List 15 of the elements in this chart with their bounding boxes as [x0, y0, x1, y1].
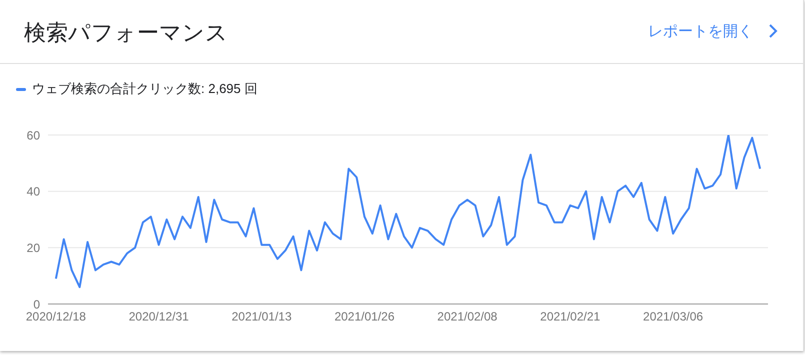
y-tick-label: 0 — [33, 297, 40, 312]
x-tick-label: 2020/12/18 — [26, 310, 86, 324]
x-tick-label: 2021/03/06 — [643, 310, 704, 324]
y-tick-label: 40 — [26, 184, 40, 199]
line-series — [54, 135, 762, 288]
x-tick-label: 2021/01/26 — [334, 310, 395, 324]
x-tick-label: 2021/02/21 — [540, 310, 601, 324]
x-tick-label: 2021/02/08 — [437, 310, 498, 324]
x-tick-label: 2021/01/13 — [232, 310, 292, 324]
chart-title: 検索パフォーマンス — [24, 19, 228, 47]
legend-label: ウェブ検索の合計クリック数: 2,695 回 — [32, 80, 258, 98]
y-tick-label: 20 — [26, 240, 40, 255]
text: レポートを開く — [648, 22, 753, 41]
x-tick-label: 2020/12/31 — [128, 310, 190, 324]
y-tick-label: 60 — [26, 128, 40, 142]
